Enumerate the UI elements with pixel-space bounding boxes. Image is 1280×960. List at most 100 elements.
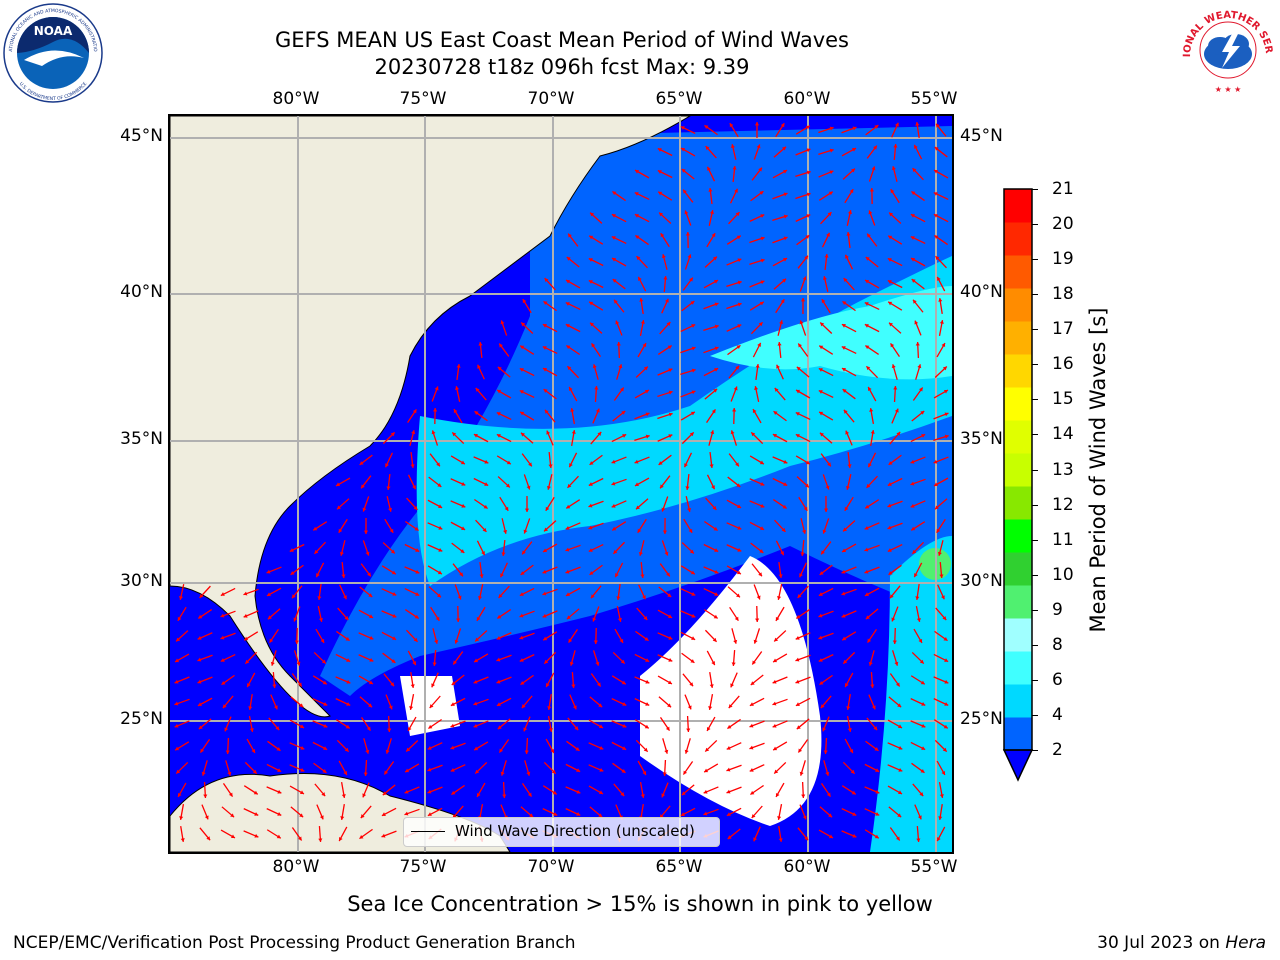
wave-direction-arrowhead: [706, 726, 711, 731]
wave-direction-arrowhead: [200, 748, 205, 753]
wave-direction-arrowhead: [852, 126, 857, 131]
wave-direction-arrowhead: [391, 570, 396, 575]
wave-direction-arrowhead: [368, 593, 373, 598]
wave-direction-arrowhead: [801, 794, 806, 798]
wave-direction-arrowhead: [895, 122, 899, 127]
wave-direction-arrowhead: [230, 813, 235, 818]
wave-direction-arrowhead: [431, 430, 436, 435]
wave-direction-arrowhead: [565, 569, 570, 574]
wave-direction-arrowhead: [803, 506, 808, 511]
wave-direction-arrowhead: [683, 770, 688, 775]
wave-direction-arrowhead: [778, 838, 783, 842]
wave-direction-arrowhead: [852, 833, 857, 838]
wave-direction-arrowhead: [819, 571, 824, 575]
wave-direction-arrowhead: [299, 703, 304, 708]
wave-direction-arrowhead: [941, 770, 946, 775]
wave-direction-arrowhead: [897, 724, 902, 729]
wave-direction-arrowhead: [661, 254, 666, 259]
wave-direction-arrowhead: [799, 771, 804, 776]
wave-direction-arrowhead: [473, 701, 478, 706]
chart-title: GEFS MEAN US East Coast Mean Period of W…: [275, 28, 849, 52]
colorbar-tick-label: 18: [1052, 284, 1074, 305]
longitude-label-top: 70°W: [527, 89, 575, 109]
wave-direction-arrowhead: [405, 768, 410, 773]
wave-direction-arrowhead: [297, 836, 302, 841]
wave-direction-arrowhead: [385, 463, 389, 468]
wave-direction-arrowhead: [944, 434, 949, 439]
wave-direction-arrowhead: [249, 728, 254, 732]
wave-direction-arrowhead: [711, 233, 716, 238]
wave-direction-arrowhead: [346, 658, 351, 662]
colorbar-tick-label: 8: [1052, 634, 1063, 655]
wave-direction-arrowhead: [611, 459, 616, 464]
wave-direction-arrowhead: [244, 636, 249, 641]
wave-direction-arrowhead: [714, 279, 719, 284]
wave-direction-arrowhead: [643, 366, 648, 371]
wave-direction-arrowhead: [798, 343, 802, 348]
wave-direction-arrowhead: [520, 345, 525, 350]
wave-direction-arrowhead: [522, 299, 527, 304]
wave-direction-arrowhead: [321, 659, 326, 664]
wave-direction-arrowhead: [750, 790, 755, 795]
wave-direction-arrowhead: [589, 301, 594, 306]
wave-direction-arrowhead: [590, 212, 595, 217]
wave-direction-arrowhead: [317, 596, 322, 600]
wave-direction-arrowhead: [843, 659, 848, 664]
branch-credit: NCEP/EMC/Verification Post Processing Pr…: [13, 933, 576, 953]
wave-direction-arrowhead: [871, 166, 876, 171]
wave-direction-arrowhead: [727, 835, 732, 839]
wave-direction-arrowhead: [841, 613, 846, 618]
wave-direction-arrowhead: [496, 679, 501, 684]
wave-direction-arrowhead: [911, 191, 916, 196]
wave-direction-arrowhead: [553, 812, 558, 816]
wave-direction-arrowhead: [841, 368, 846, 372]
wave-direction-arrowhead: [818, 368, 823, 372]
colorbar-band: [1004, 288, 1032, 322]
wave-direction-arrowhead: [829, 126, 834, 131]
wave-direction-arrowhead: [916, 838, 921, 842]
wave-direction-arrowhead: [524, 750, 529, 754]
wave-direction-arrowhead: [820, 322, 825, 327]
colorbar-band: [1004, 684, 1032, 718]
wave-direction-arrowhead: [482, 527, 487, 532]
wave-direction-arrowhead: [864, 324, 869, 328]
wave-direction-arrowhead: [713, 256, 717, 261]
wave-direction-arrowhead: [759, 549, 764, 553]
wave-direction-arrowhead: [592, 617, 597, 622]
wave-direction-arrowhead: [938, 298, 943, 302]
wave-direction-arrowhead: [474, 411, 479, 415]
wave-direction-arrowhead: [752, 409, 757, 414]
wave-direction-arrowhead: [870, 430, 875, 434]
wave-direction-arrowhead: [687, 507, 692, 512]
wave-direction-arrowhead: [757, 342, 761, 347]
wave-direction-arrowhead: [316, 573, 320, 578]
wave-direction-arrowhead: [546, 683, 550, 688]
wave-direction-arrowhead: [666, 572, 670, 577]
wave-direction-arrowhead: [343, 595, 347, 600]
wave-direction-arrowhead: [732, 408, 737, 412]
wave-direction-arrowhead: [565, 302, 570, 306]
colorbar-tick-label: 16: [1052, 354, 1074, 375]
wave-direction-arrowhead: [662, 530, 668, 534]
wave-direction-arrowhead: [622, 434, 627, 438]
period-zone-east: [870, 536, 952, 852]
wave-direction-arrowhead: [545, 506, 550, 511]
wave-direction-arrowhead: [476, 792, 481, 797]
wave-direction-arrowhead: [346, 679, 351, 684]
wave-direction-arrowhead: [759, 301, 764, 306]
noaa-logo-text: NOAA: [34, 24, 73, 38]
wave-direction-arrowhead: [779, 320, 784, 325]
wave-direction-arrowhead: [891, 166, 896, 171]
wave-direction-arrowhead: [415, 592, 420, 596]
wave-direction-arrowhead: [942, 747, 947, 752]
wave-direction-arrowhead: [691, 324, 696, 328]
wave-direction-arrowhead: [895, 836, 900, 841]
colorbar-tick-mark: [1032, 539, 1038, 541]
wave-direction-arrowhead: [796, 389, 801, 394]
wave-direction-arrowhead: [297, 682, 302, 687]
wave-direction-arrowhead: [409, 706, 414, 710]
map-canvas: [170, 116, 952, 852]
wave-direction-arrowhead: [760, 503, 765, 508]
wave-direction-arrowhead: [433, 408, 438, 412]
wave-direction-arrowhead: [359, 834, 364, 839]
